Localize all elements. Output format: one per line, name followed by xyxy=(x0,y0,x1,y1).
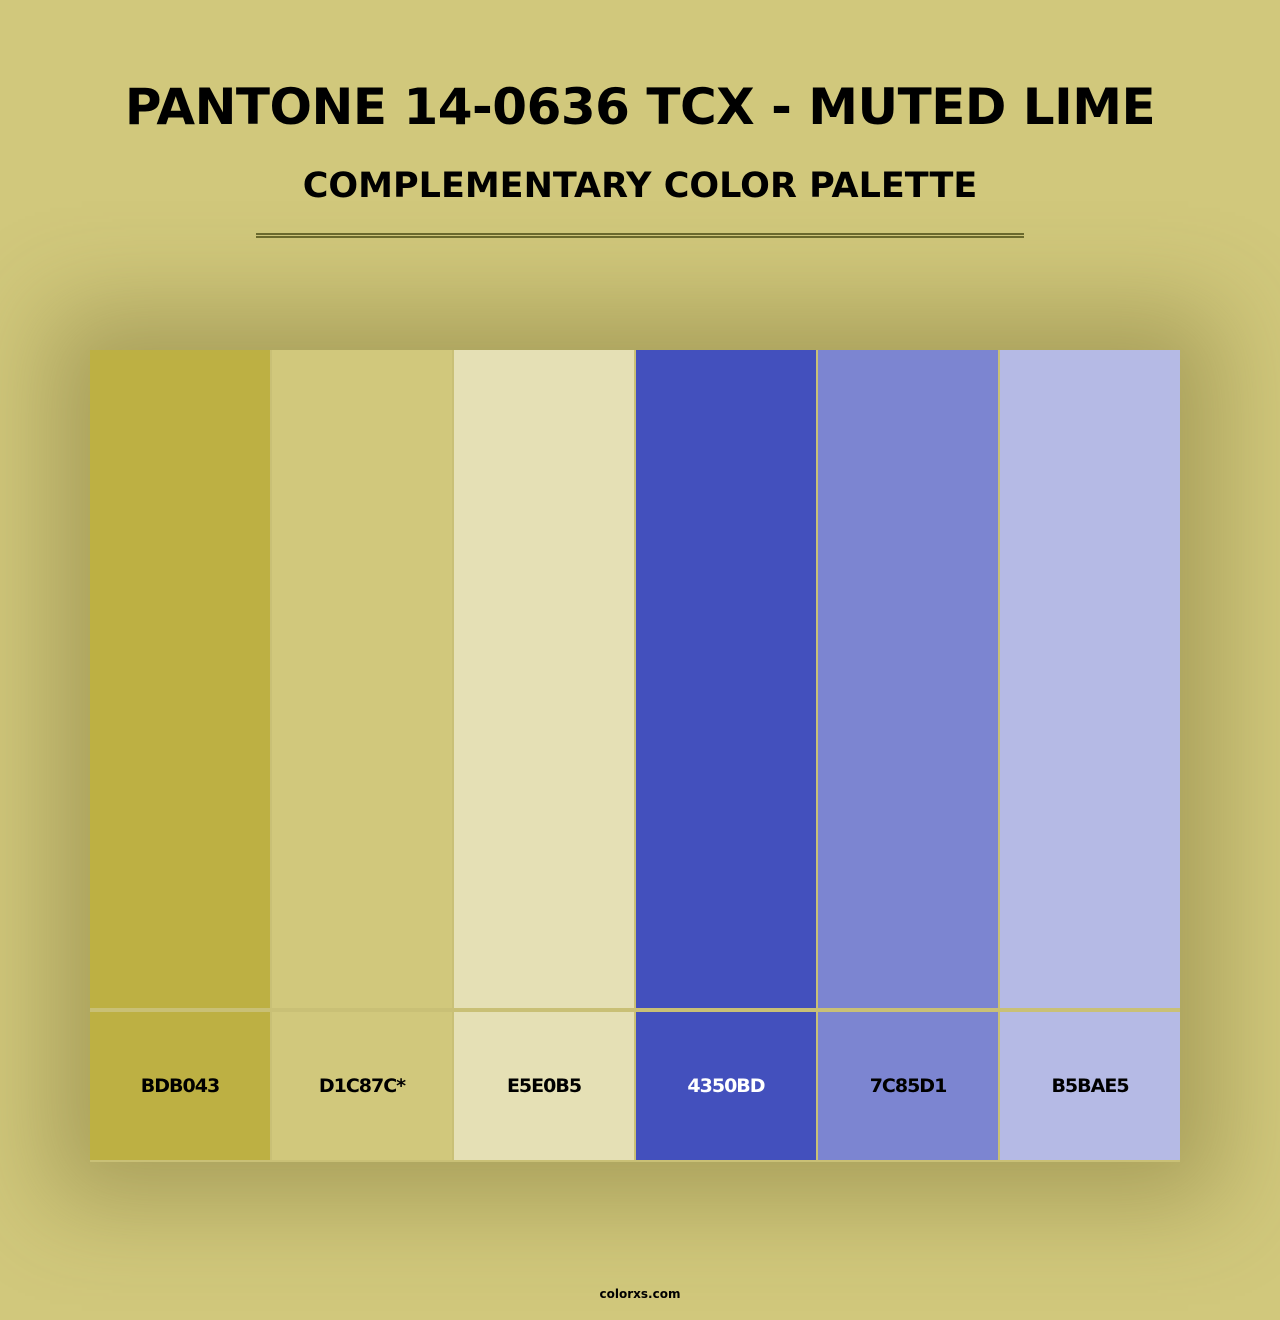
color-swatch[interactable] xyxy=(1000,350,1180,1008)
hex-label[interactable]: BDB043 xyxy=(90,1012,270,1160)
hex-label[interactable]: 4350BD xyxy=(636,1012,816,1160)
palette-column: B5BAE5 xyxy=(1000,350,1180,1162)
palette-column: E5E0B5 xyxy=(454,350,634,1162)
palette-column: BDB043 xyxy=(90,350,270,1162)
page-subtitle: COMPLEMENTARY COLOR PALETTE xyxy=(302,166,978,206)
color-swatch[interactable] xyxy=(454,350,634,1008)
color-swatch[interactable] xyxy=(90,350,270,1008)
color-swatch[interactable] xyxy=(272,350,452,1008)
palette-column: 7C85D1 xyxy=(818,350,998,1162)
color-palette: BDB043 D1C87C* E5E0B5 4350BD 7C85D1 B5BA… xyxy=(90,350,1180,1162)
hex-label[interactable]: D1C87C* xyxy=(272,1012,452,1160)
hex-label[interactable]: B5BAE5 xyxy=(1000,1012,1180,1160)
hex-label[interactable]: 7C85D1 xyxy=(818,1012,998,1160)
title-divider xyxy=(256,233,1024,238)
palette-column: 4350BD xyxy=(636,350,816,1162)
page-title: PANTONE 14-0636 TCX - MUTED LIME xyxy=(124,78,1156,136)
footer-site-link[interactable]: colorxs.com xyxy=(599,1287,681,1301)
hex-label[interactable]: E5E0B5 xyxy=(454,1012,634,1160)
color-swatch[interactable] xyxy=(818,350,998,1008)
palette-column: D1C87C* xyxy=(272,350,452,1162)
color-swatch[interactable] xyxy=(636,350,816,1008)
